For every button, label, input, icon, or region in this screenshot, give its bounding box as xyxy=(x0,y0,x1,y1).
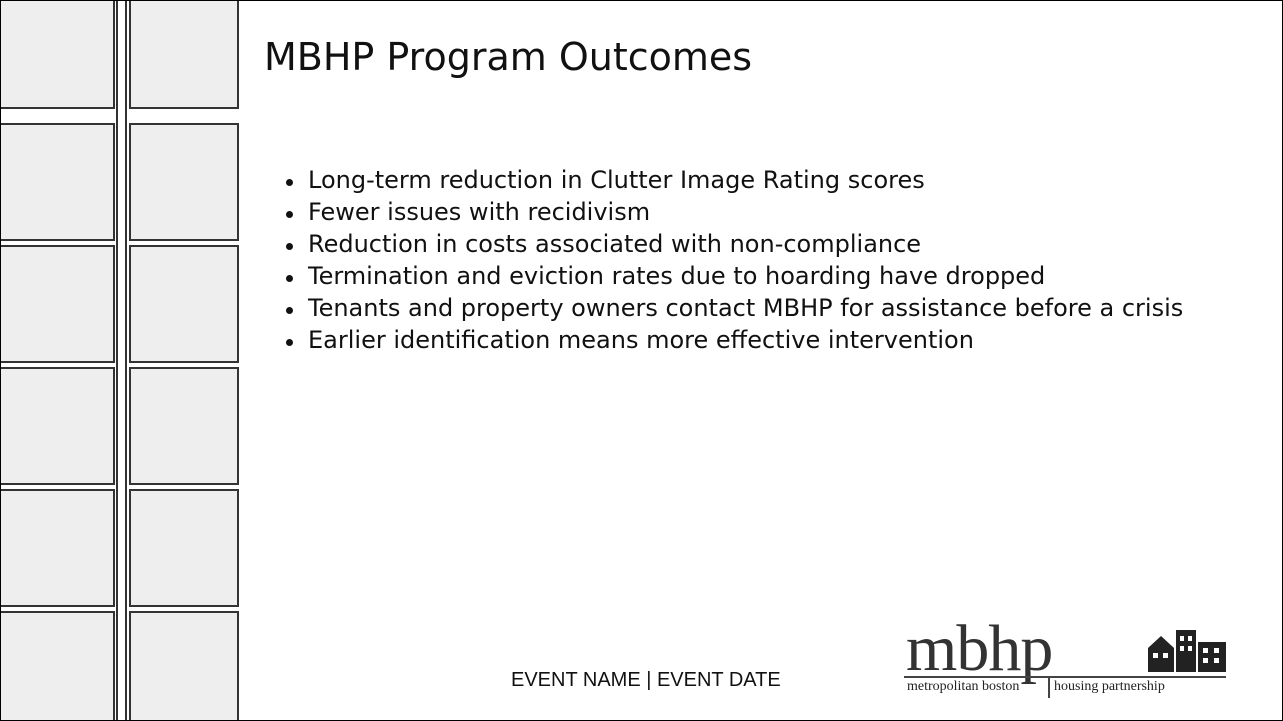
tile xyxy=(129,489,239,607)
logo-left-text: metropolitan boston xyxy=(907,679,1020,694)
tile xyxy=(129,1,239,109)
logo-word: mbhp xyxy=(906,612,1053,685)
logo-rule xyxy=(904,676,1226,678)
tile xyxy=(1,489,115,607)
tile xyxy=(129,611,239,720)
logo-buildings xyxy=(1148,630,1226,672)
footer: EVENT NAME | EVENT DATE xyxy=(511,669,781,691)
tile xyxy=(1,1,115,109)
tile xyxy=(129,123,239,241)
tile xyxy=(129,245,239,363)
bullet: Long-term reduction in Clutter Image Rat… xyxy=(286,164,1186,196)
bullet: Fewer issues with recidivism xyxy=(286,196,1186,228)
tile xyxy=(1,611,115,720)
tile xyxy=(1,123,115,241)
bullet: Reduction in costs associated with non-c… xyxy=(286,228,1186,260)
tile xyxy=(1,245,115,363)
divider xyxy=(125,1,127,720)
bullet: Termination and eviction rates due to ho… xyxy=(286,260,1186,292)
bullet-list: Long-term reduction in Clutter Image Rat… xyxy=(286,164,1186,356)
logo-right-text: housing partnership xyxy=(1054,679,1165,694)
bullet: Tenants and property owners contact MBHP… xyxy=(286,292,1186,324)
bullet: Earlier identification means more effect… xyxy=(286,324,1186,356)
tile xyxy=(129,367,239,485)
logo-separator xyxy=(1048,676,1050,698)
tile xyxy=(1,367,115,485)
divider xyxy=(116,1,118,720)
title: MBHP Program Outcomes xyxy=(264,35,753,79)
